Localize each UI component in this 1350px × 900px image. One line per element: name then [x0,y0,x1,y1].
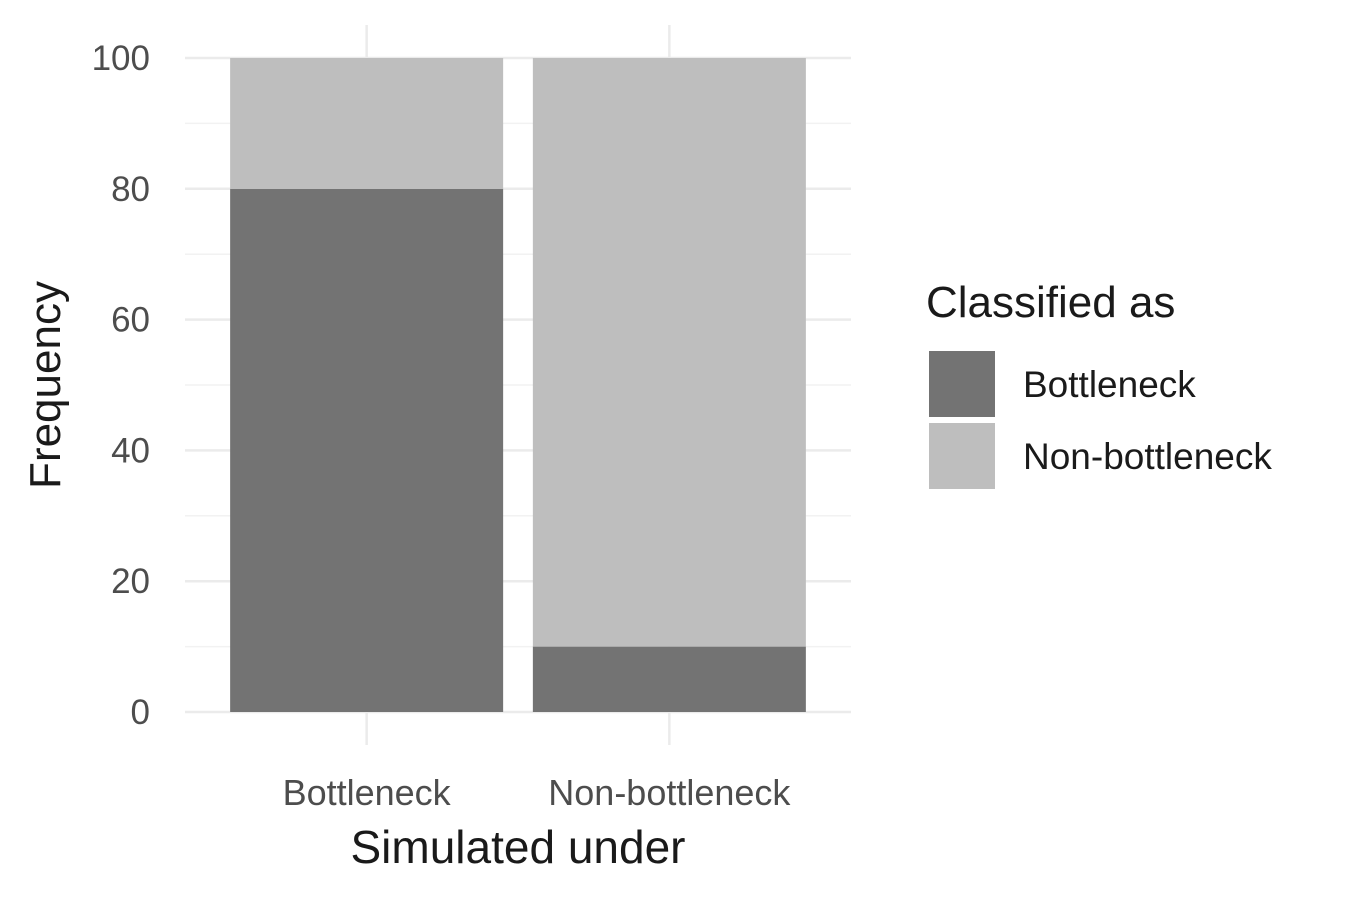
legend-key [929,423,995,489]
y-axis-ticks: 0 20 40 60 80 100 [92,39,150,732]
y-tick-label: 20 [111,562,150,601]
x-axis-title: Simulated under [351,821,686,873]
legend-title: Classified as [926,278,1175,327]
y-axis-title: Frequency [21,281,70,489]
legend-label: Non-bottleneck [1023,436,1272,477]
x-tick-label: Bottleneck [283,772,452,813]
bar-segment [532,58,806,647]
y-tick-label: 80 [111,170,150,209]
legend: Classified as Bottleneck Non-bottleneck [926,278,1272,489]
y-tick-label: 0 [131,693,150,732]
legend-key [929,351,995,417]
y-tick-label: 60 [111,301,150,340]
x-axis-ticks: Bottleneck Non-bottleneck [283,772,792,813]
x-tick-label: Non-bottleneck [548,772,791,813]
legend-items: Bottleneck Non-bottleneck [929,351,1272,489]
y-tick-label: 100 [92,39,150,78]
bars [230,58,806,713]
bar-segment [230,58,504,189]
bar-segment [532,646,806,712]
y-tick-label: 40 [111,431,150,470]
legend-label: Bottleneck [1023,364,1196,405]
bar-segment [230,188,504,713]
